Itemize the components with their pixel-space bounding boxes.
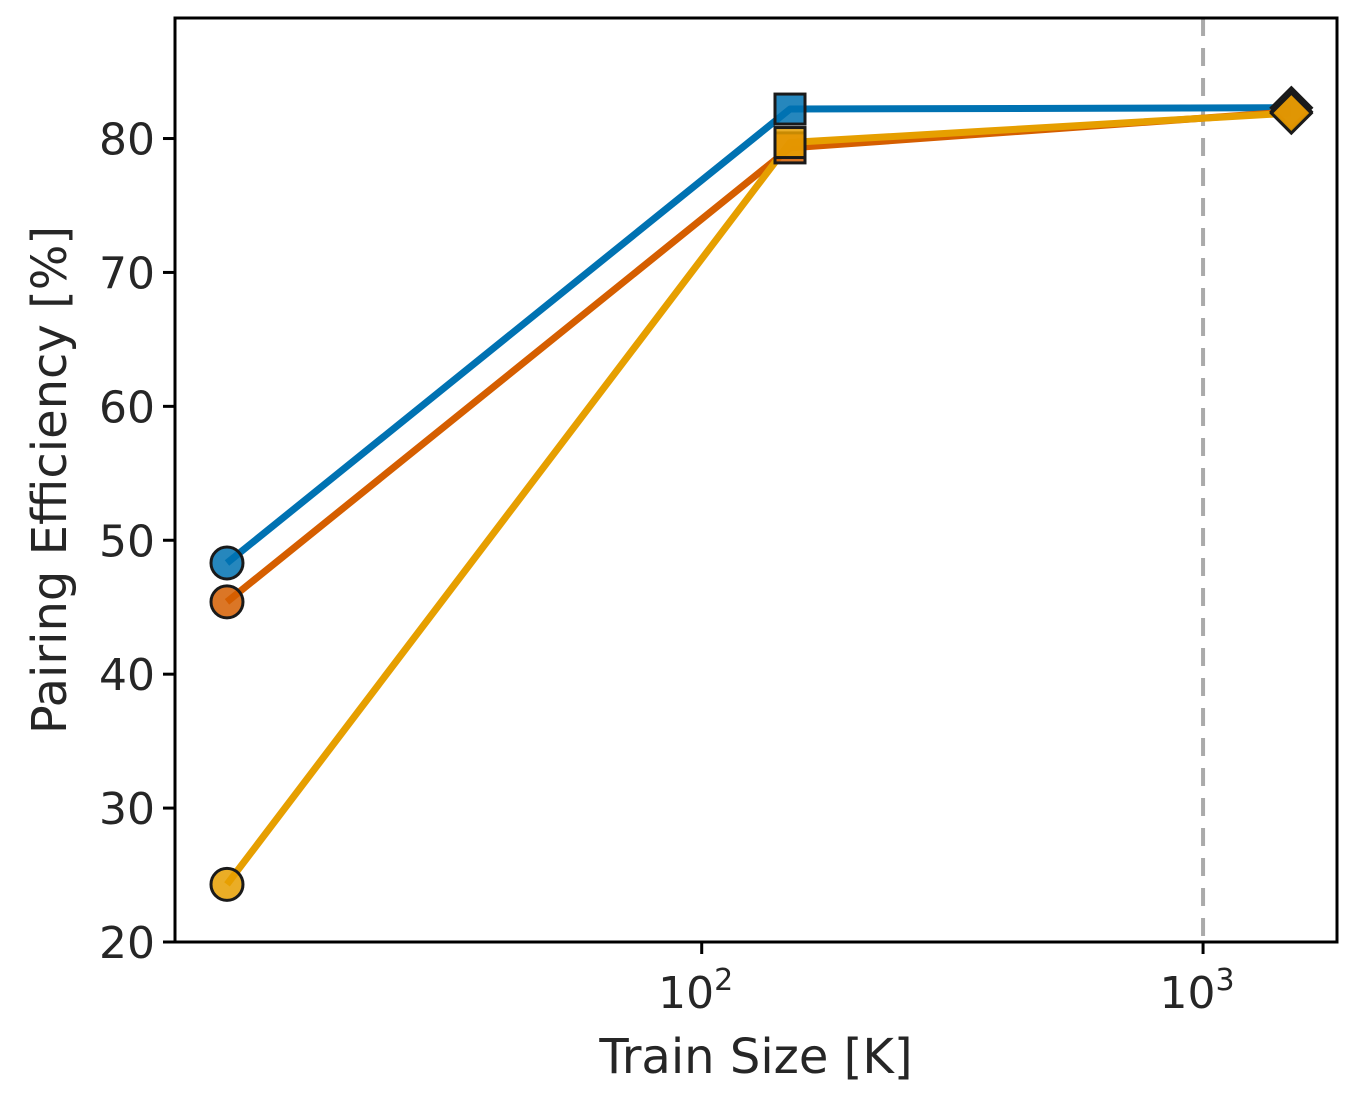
y-tick-label: 50 <box>99 516 155 567</box>
y-tick-label: 20 <box>99 918 155 969</box>
x-tick-exponent: 2 <box>714 963 733 998</box>
series-blue-point-circle <box>209 545 245 581</box>
series-yellow-point-diamond <box>1269 90 1314 136</box>
y-tick-label: 70 <box>99 248 155 299</box>
x-tick-base: 10 <box>1160 968 1216 1019</box>
x-tick-label: 103 <box>1160 963 1235 1019</box>
x-axis-title: Train Size [K] <box>598 1029 912 1085</box>
x-tick-base: 10 <box>658 968 714 1019</box>
y-axis: 20 30 40 50 60 70 80 <box>99 115 175 969</box>
plot-frame <box>173 16 1339 944</box>
plot-background <box>175 18 1337 942</box>
series-yellow-point-circle <box>209 866 245 902</box>
y-tick-label: 40 <box>99 650 155 701</box>
y-tick-label: 80 <box>99 115 155 166</box>
series-blue-point-square <box>773 92 807 126</box>
series-yellow-point-square <box>773 126 807 160</box>
x-tick-exponent: 3 <box>1216 963 1235 998</box>
x-tick-label: 102 <box>658 963 733 1019</box>
x-axis: 102 103 <box>658 942 1235 1019</box>
y-axis-title: Pairing Efficiency [%] <box>22 226 78 734</box>
y-tick-label: 60 <box>99 382 155 433</box>
series-orange-point-circle <box>209 584 245 620</box>
y-tick-label: 30 <box>99 784 155 835</box>
series-layer <box>209 85 1314 902</box>
